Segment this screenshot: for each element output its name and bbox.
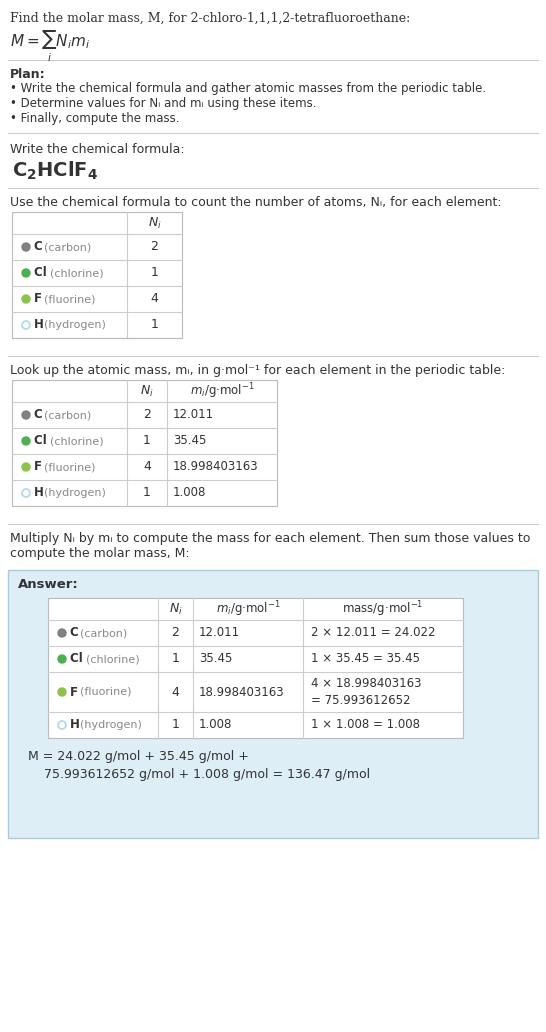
Text: • Finally, compute the mass.: • Finally, compute the mass. — [10, 112, 180, 125]
Circle shape — [22, 437, 30, 445]
Text: (chlorine): (chlorine) — [86, 654, 140, 664]
Text: 2: 2 — [171, 626, 180, 640]
FancyBboxPatch shape — [48, 598, 463, 738]
Circle shape — [22, 243, 30, 251]
Text: $M = \sum_i N_i m_i$: $M = \sum_i N_i m_i$ — [10, 30, 90, 64]
Text: 18.998403163: 18.998403163 — [173, 460, 259, 474]
Text: 4: 4 — [143, 460, 151, 474]
Text: (hydrogen): (hydrogen) — [44, 320, 106, 330]
Text: 12.011: 12.011 — [199, 626, 240, 640]
Text: Find the molar mass, M, for 2-chloro-1,1,1,2-tetrafluoroethane:: Find the molar mass, M, for 2-chloro-1,1… — [10, 12, 410, 25]
Text: 35.45: 35.45 — [199, 652, 233, 666]
Text: C: C — [34, 409, 47, 421]
Text: (chlorine): (chlorine) — [50, 436, 104, 446]
Text: $m_i$/g·mol$^{-1}$: $m_i$/g·mol$^{-1}$ — [216, 600, 280, 619]
Text: 1: 1 — [151, 266, 158, 280]
Text: 2: 2 — [151, 240, 158, 254]
Text: (chlorine): (chlorine) — [50, 268, 104, 278]
Text: (fluorine): (fluorine) — [44, 462, 96, 472]
Text: • Determine values for Nᵢ and mᵢ using these items.: • Determine values for Nᵢ and mᵢ using t… — [10, 97, 317, 110]
Text: H: H — [34, 319, 48, 331]
Text: $\mathregular{C_2HClF_4}$: $\mathregular{C_2HClF_4}$ — [12, 160, 98, 183]
FancyBboxPatch shape — [12, 212, 182, 338]
Text: F: F — [70, 685, 82, 699]
Text: 2: 2 — [143, 409, 151, 421]
Text: 1: 1 — [171, 652, 180, 666]
Text: 12.011: 12.011 — [173, 409, 214, 421]
Circle shape — [58, 688, 66, 696]
Text: M = 24.022 g/mol + 35.45 g/mol +
    75.993612652 g/mol + 1.008 g/mol = 136.47 g: M = 24.022 g/mol + 35.45 g/mol + 75.9936… — [28, 750, 370, 781]
Circle shape — [22, 411, 30, 419]
Text: 1 × 35.45 = 35.45: 1 × 35.45 = 35.45 — [311, 652, 420, 666]
Text: C: C — [34, 240, 47, 254]
Text: $N_i$: $N_i$ — [169, 602, 182, 616]
Text: Answer:: Answer: — [18, 578, 79, 591]
Text: Plan:: Plan: — [10, 68, 46, 80]
Text: (carbon): (carbon) — [44, 241, 91, 252]
Text: H: H — [34, 486, 48, 499]
Text: 35.45: 35.45 — [173, 434, 206, 448]
Circle shape — [22, 463, 30, 471]
Text: F: F — [34, 460, 46, 474]
Text: C: C — [70, 626, 83, 640]
Text: mass/g·mol$^{-1}$: mass/g·mol$^{-1}$ — [342, 600, 424, 619]
Text: 4 × 18.998403163
= 75.993612652: 4 × 18.998403163 = 75.993612652 — [311, 677, 422, 707]
Text: 1: 1 — [151, 319, 158, 331]
Text: (hydrogen): (hydrogen) — [80, 720, 142, 730]
Text: 1.008: 1.008 — [173, 486, 206, 499]
Text: 1: 1 — [143, 434, 151, 448]
Text: (fluorine): (fluorine) — [80, 687, 132, 697]
Text: $m_i$/g·mol$^{-1}$: $m_i$/g·mol$^{-1}$ — [189, 381, 254, 400]
Text: 1 × 1.008 = 1.008: 1 × 1.008 = 1.008 — [311, 718, 420, 732]
Circle shape — [22, 269, 30, 277]
Text: $N_i$: $N_i$ — [140, 384, 154, 398]
Text: Multiply Nᵢ by mᵢ to compute the mass for each element. Then sum those values to: Multiply Nᵢ by mᵢ to compute the mass fo… — [10, 533, 530, 560]
Text: (hydrogen): (hydrogen) — [44, 488, 106, 498]
Circle shape — [58, 628, 66, 637]
Text: (carbon): (carbon) — [44, 410, 91, 420]
Text: Look up the atomic mass, mᵢ, in g·mol⁻¹ for each element in the periodic table:: Look up the atomic mass, mᵢ, in g·mol⁻¹ … — [10, 364, 506, 377]
Text: Cl: Cl — [34, 266, 51, 280]
Text: • Write the chemical formula and gather atomic masses from the periodic table.: • Write the chemical formula and gather … — [10, 82, 486, 95]
Text: Cl: Cl — [34, 434, 51, 448]
Text: 1: 1 — [171, 718, 180, 732]
Text: 1.008: 1.008 — [199, 718, 233, 732]
Text: 1: 1 — [143, 486, 151, 499]
Text: (fluorine): (fluorine) — [44, 294, 96, 304]
FancyBboxPatch shape — [8, 570, 538, 838]
Text: 4: 4 — [151, 292, 158, 305]
Circle shape — [22, 295, 30, 303]
Text: Use the chemical formula to count the number of atoms, Nᵢ, for each element:: Use the chemical formula to count the nu… — [10, 196, 502, 209]
Text: 2 × 12.011 = 24.022: 2 × 12.011 = 24.022 — [311, 626, 436, 640]
Text: 4: 4 — [171, 685, 180, 699]
Text: (carbon): (carbon) — [80, 628, 127, 638]
Text: $N_i$: $N_i$ — [147, 216, 162, 230]
Circle shape — [58, 655, 66, 663]
Text: 18.998403163: 18.998403163 — [199, 685, 284, 699]
Text: H: H — [70, 718, 84, 732]
Text: F: F — [34, 292, 46, 305]
Text: Write the chemical formula:: Write the chemical formula: — [10, 143, 185, 156]
FancyBboxPatch shape — [12, 380, 277, 506]
Text: Cl: Cl — [70, 652, 87, 666]
